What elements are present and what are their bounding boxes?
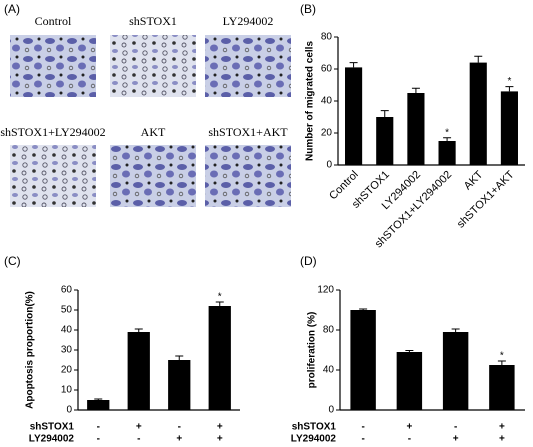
condition-sign: +: [217, 434, 223, 445]
condition-sign: -: [361, 434, 364, 445]
bar: [469, 62, 487, 165]
micrograph: [10, 145, 96, 207]
condition-sign: -: [97, 434, 100, 445]
error-bar: [359, 308, 368, 310]
y-tick-label: 50: [61, 305, 73, 316]
bar: [168, 360, 191, 410]
bar: [489, 365, 515, 410]
micrograph: [10, 35, 96, 97]
condition-sign: +: [176, 434, 182, 445]
significance-mark: *: [500, 351, 504, 362]
condition-sign: +: [499, 422, 505, 433]
condition-name: LY294002: [291, 434, 337, 445]
error-bar: [380, 110, 389, 117]
significance-mark: *: [507, 76, 511, 87]
condition-sign: +: [453, 434, 459, 445]
image-label: Control: [35, 14, 72, 28]
condition-sign: -: [408, 434, 411, 445]
y-tick-label: 80: [323, 325, 335, 336]
y-tick-label: 0: [66, 405, 72, 416]
image-label: AKT: [141, 125, 166, 139]
error-bar: [349, 62, 358, 68]
image-label: shSTOX1+AKT: [208, 125, 288, 139]
error-bar: [505, 86, 514, 92]
bar: [87, 400, 110, 410]
condition-sign: +: [499, 434, 505, 445]
error-bar: [497, 360, 506, 365]
y-tick-label: 10: [61, 385, 73, 396]
panel-label: (A): [4, 2, 20, 16]
panel-label: (B): [300, 2, 316, 16]
x-tick-label: shSTOX1+AKT: [455, 168, 517, 230]
error-bar: [451, 328, 460, 332]
image-label: LY294002: [223, 14, 274, 28]
y-tick-label: 60: [61, 285, 73, 296]
y-tick-label: 60: [321, 64, 333, 75]
y-axis-label: Number of migrated cells: [305, 41, 316, 161]
bar: [127, 332, 150, 410]
y-tick-label: 80: [321, 32, 333, 43]
condition-sign: -: [454, 422, 457, 433]
bar: [208, 306, 231, 410]
micrograph: [110, 145, 196, 207]
condition-sign: -: [361, 422, 364, 433]
y-tick-label: 40: [323, 365, 335, 376]
condition-name: LY294002: [29, 434, 75, 445]
micrograph-panel: Control shSTOX1 LY294002 shSTOX1+LY294002 AK…: [0, 14, 291, 207]
y-tick-label: 30: [61, 345, 73, 356]
micrograph: [205, 35, 291, 97]
error-bar: [405, 350, 414, 352]
condition-sign: +: [406, 422, 412, 433]
micrograph: [110, 35, 196, 97]
condition-name: shSTOX1: [292, 422, 337, 433]
condition-sign: +: [217, 422, 223, 433]
condition-sign: -: [178, 422, 181, 433]
panel-label: (D): [300, 254, 317, 268]
error-bar: [411, 87, 420, 93]
panel-label: (C): [4, 254, 21, 268]
condition-name: shSTOX1: [30, 422, 75, 433]
bar: [350, 310, 376, 410]
significance-mark: *: [445, 127, 449, 138]
y-tick-label: 0: [326, 160, 332, 171]
error-bar: [94, 398, 103, 400]
image-label: shSTOX1: [129, 14, 177, 28]
bar: [442, 332, 469, 410]
y-tick-label: 20: [321, 128, 333, 139]
bar: [407, 93, 425, 165]
y-axis-label: Apoptosis proportion(%): [25, 291, 36, 409]
micrograph: [205, 145, 291, 207]
condition-sign: +: [136, 422, 142, 433]
bar: [376, 117, 394, 165]
y-tick-label: 40: [61, 325, 73, 336]
error-bar: [175, 355, 184, 360]
bar: [396, 352, 423, 410]
error-bar: [215, 301, 224, 306]
y-tick-label: 20: [61, 365, 73, 376]
condition-sign: -: [97, 422, 100, 433]
y-tick-label: 120: [317, 285, 334, 296]
y-tick-label: 40: [321, 96, 333, 107]
error-bar: [474, 55, 483, 63]
x-tick-label: AKT: [462, 169, 486, 193]
bar: [438, 141, 456, 165]
y-tick-label: 0: [328, 405, 334, 416]
error-bar: [134, 328, 143, 332]
condition-sign: -: [137, 434, 140, 445]
y-axis-label: proliferation (%): [307, 312, 318, 389]
error-bar: [443, 137, 452, 141]
bar: [500, 91, 518, 165]
significance-mark: *: [218, 292, 222, 303]
image-label: shSTOX1+LY294002: [0, 125, 105, 139]
bar: [345, 67, 363, 165]
